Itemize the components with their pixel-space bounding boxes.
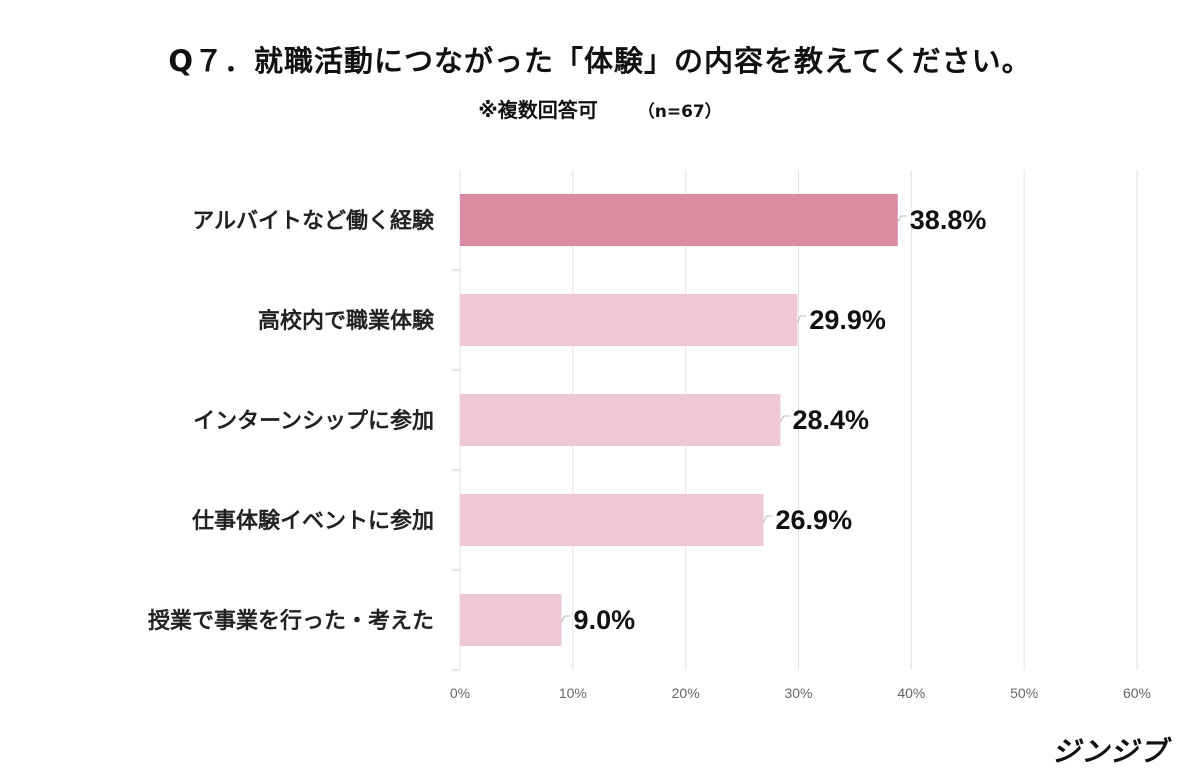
label-leader (796, 315, 807, 323)
bar (460, 594, 562, 646)
multiple-answer-note: ※複数回答可 (478, 98, 598, 122)
chart-title: Q７．就職活動につながった「体験」の内容を教えてください。 (168, 44, 1032, 78)
data-label: 9.0% (574, 605, 636, 635)
bar (460, 194, 898, 246)
category-label: アルバイトなど働く経験 (192, 208, 435, 234)
data-label: 29.9% (809, 305, 886, 335)
data-label: 28.4% (792, 405, 869, 435)
bar (460, 494, 764, 546)
label-leader (561, 615, 571, 623)
sample-size: （n=67） (637, 102, 722, 122)
bar (460, 294, 798, 346)
x-tick-label: 20% (672, 685, 700, 701)
bar (460, 394, 781, 446)
label-leader (779, 415, 790, 423)
category-label: 授業で事業を行った・考えた (148, 608, 434, 634)
label-leader (897, 215, 907, 223)
x-tick-label: 40% (897, 685, 925, 701)
x-tick-label: 60% (1123, 685, 1151, 701)
label-leader (763, 515, 773, 523)
x-tick-label: 0% (450, 685, 470, 701)
x-tick-label: 10% (559, 685, 587, 701)
chart-subtitle: ※複数回答可 （n=67） (0, 94, 1200, 123)
x-tick-label: 30% (784, 685, 812, 701)
x-tick-label: 50% (1010, 685, 1038, 701)
category-label: インターンシップに参加 (193, 408, 434, 434)
category-label: 仕事体験イベントに参加 (191, 508, 434, 534)
brand-logo: ジンジブ (1051, 735, 1168, 768)
category-label: 高校内で職業体験 (258, 308, 435, 334)
data-label: 26.9% (776, 505, 853, 535)
data-label: 38.8% (910, 205, 987, 235)
